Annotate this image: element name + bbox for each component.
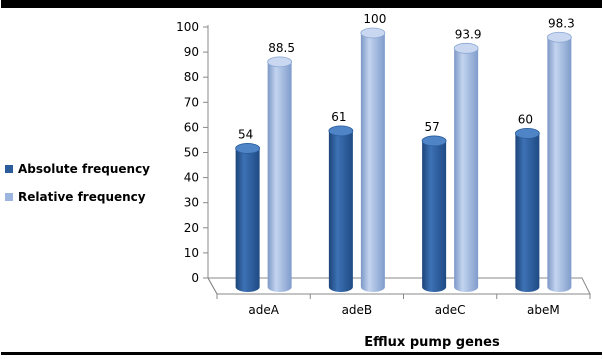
- y-tick-label: 50: [184, 146, 199, 160]
- bar: [328, 125, 354, 292]
- bar-cap: [267, 56, 293, 68]
- bar-body: [235, 148, 260, 292]
- bar: [514, 127, 540, 292]
- bar: [421, 135, 447, 292]
- bar-cap: [235, 143, 261, 154]
- bar: [453, 42, 479, 292]
- bar-body: [360, 33, 385, 292]
- y-tick-label: 30: [184, 196, 199, 210]
- bar-group: [235, 27, 572, 292]
- y-tick-label: 80: [184, 70, 199, 84]
- bar-body: [515, 133, 540, 292]
- legend-swatch: [5, 193, 13, 201]
- data-label: 93.9: [455, 27, 482, 41]
- legend-swatch: [5, 165, 13, 173]
- x-tick-label: adeB: [342, 303, 373, 317]
- bottom-frame-bar: [1, 352, 602, 355]
- bar-cap: [360, 27, 386, 39]
- bar-cap: [328, 125, 354, 137]
- data-label: 61: [331, 110, 346, 124]
- bar: [546, 31, 572, 292]
- data-labels: 54 88.5 61 100 57 93.9 60 98.3: [238, 12, 575, 141]
- legend-item: Relative frequency: [5, 190, 146, 204]
- x-tick-label: adeC: [435, 303, 466, 317]
- data-label: 54: [238, 127, 253, 141]
- data-label: 60: [518, 112, 533, 126]
- bar-cap: [453, 42, 479, 54]
- y-tick-label: 10: [184, 246, 199, 260]
- x-tick-label: abeM: [527, 303, 560, 317]
- bar-body: [422, 140, 447, 292]
- bar-body: [454, 48, 479, 292]
- data-label: 98.3: [548, 16, 575, 30]
- y-tick-label: 40: [184, 171, 199, 185]
- y-tick-label: 60: [184, 120, 199, 134]
- legend-label: Relative frequency: [18, 190, 146, 204]
- bar-body: [547, 37, 572, 292]
- y-tick-label: 20: [184, 221, 199, 235]
- legend-item: Absolute frequency: [5, 162, 150, 176]
- bar-cap: [421, 135, 447, 147]
- bar-cap: [546, 31, 572, 43]
- bar: [267, 56, 293, 292]
- top-frame-bar: [1, 0, 602, 8]
- y-axis: 0 10 20 30 40 50 60 70 80 90 100: [176, 20, 209, 285]
- y-tick-label: 70: [184, 95, 199, 109]
- y-tick-label: 90: [184, 45, 199, 59]
- data-label: 88.5: [268, 41, 295, 55]
- data-label: 57: [424, 120, 439, 134]
- y-tick-label: 100: [176, 20, 199, 34]
- bar-body: [267, 61, 292, 292]
- legend-label: Absolute frequency: [18, 162, 150, 176]
- bar: [360, 27, 386, 292]
- x-axis: adeA adeB adeC abeM: [216, 294, 591, 317]
- y-tick-label: 0: [191, 271, 199, 285]
- floor-edge: [207, 277, 218, 295]
- bar-body: [328, 130, 353, 292]
- data-label: 100: [363, 12, 386, 26]
- bar-cap: [514, 127, 540, 139]
- legend: Absolute frequency Relative frequency: [5, 162, 150, 204]
- bar: [235, 143, 261, 292]
- x-axis-title: Efflux pump genes: [364, 335, 500, 350]
- x-tick-label: adeA: [248, 303, 279, 317]
